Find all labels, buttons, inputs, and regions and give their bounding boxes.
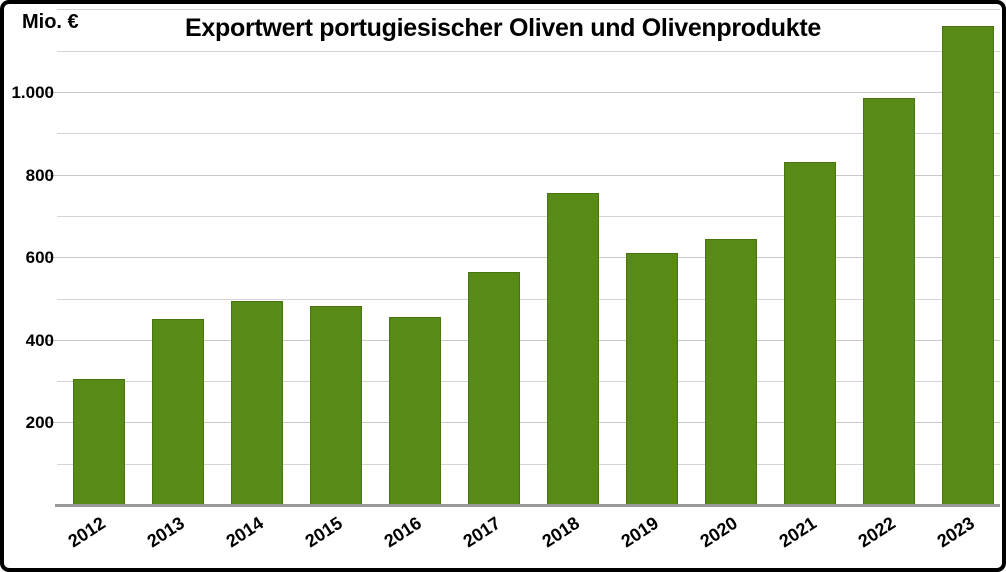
bar-2022 bbox=[863, 98, 915, 505]
x-tick-label: 2019 bbox=[617, 512, 662, 552]
bar-2013 bbox=[152, 319, 204, 505]
y-tick-label: 800 bbox=[25, 165, 54, 185]
minor-gridline bbox=[57, 215, 1000, 217]
bar-2012 bbox=[73, 379, 125, 505]
x-tick-label: 2021 bbox=[775, 512, 820, 552]
major-gridline bbox=[47, 91, 1000, 93]
x-axis-line bbox=[55, 504, 1000, 507]
bar-2021 bbox=[784, 162, 836, 505]
x-tick-label: 2014 bbox=[222, 512, 267, 552]
bar-2023 bbox=[942, 25, 994, 505]
major-gridline bbox=[47, 257, 1000, 259]
minor-gridline bbox=[57, 9, 1000, 11]
bar-2017 bbox=[468, 271, 520, 505]
chart-title: Exportwert portugiesischer Oliven und Ol… bbox=[185, 14, 821, 42]
x-tick-label: 2015 bbox=[301, 512, 346, 552]
y-tick-label: 200 bbox=[25, 413, 54, 433]
x-tick-label: 2017 bbox=[459, 512, 504, 552]
y-tick-label: 600 bbox=[25, 248, 54, 268]
bar-2018 bbox=[547, 193, 599, 505]
bar-2019 bbox=[626, 253, 678, 505]
plot-area bbox=[47, 5, 1000, 507]
x-tick-label: 2013 bbox=[143, 512, 188, 552]
x-tick-label: 2022 bbox=[854, 512, 899, 552]
bar-2014 bbox=[231, 300, 283, 505]
minor-gridline bbox=[57, 381, 1000, 383]
bar-2020 bbox=[705, 238, 757, 505]
bar-2015 bbox=[310, 305, 362, 505]
x-tick-label: 2012 bbox=[64, 512, 109, 552]
major-gridline bbox=[47, 422, 1000, 424]
minor-gridline bbox=[57, 298, 1000, 300]
x-tick-label: 2016 bbox=[380, 512, 425, 552]
y-axis-tick-labels: 200 400 600 800 1.000 bbox=[8, 5, 54, 506]
minor-gridline bbox=[57, 133, 1000, 135]
x-tick-label: 2020 bbox=[696, 512, 741, 552]
major-gridline bbox=[47, 339, 1000, 341]
y-tick-label: 1.000 bbox=[11, 82, 54, 102]
bar-2016 bbox=[389, 317, 441, 505]
y-axis-unit-label: Mio. € bbox=[22, 11, 83, 34]
minor-gridline bbox=[57, 50, 1000, 52]
minor-gridline bbox=[57, 463, 1000, 465]
major-gridline bbox=[47, 174, 1000, 176]
x-tick-label: 2023 bbox=[933, 512, 978, 552]
x-tick-label: 2018 bbox=[538, 512, 583, 552]
y-tick-label: 400 bbox=[25, 330, 54, 350]
